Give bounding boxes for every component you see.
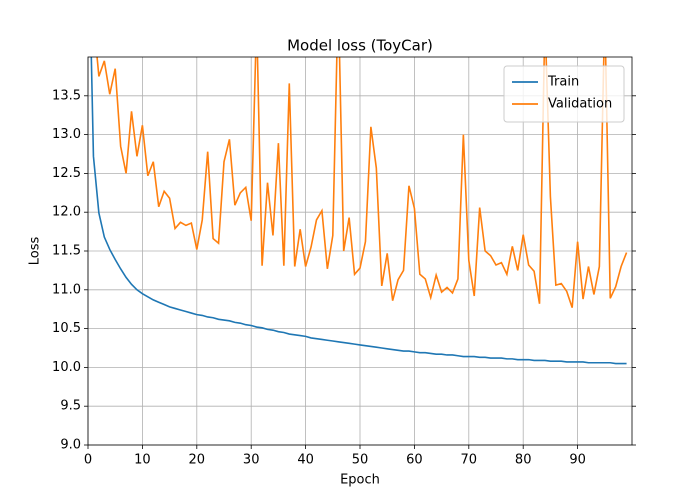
y-tick-label: 10.0 — [52, 360, 81, 375]
legend: Train Validation — [503, 65, 625, 123]
y-tick-label: 13.0 — [52, 127, 81, 142]
x-tick-label: 40 — [297, 453, 314, 468]
series-line — [96, 57, 628, 308]
chart-title: Model loss (ToyCar) — [287, 37, 433, 55]
y-axis-label: Loss — [28, 237, 43, 266]
x-tick-label: 30 — [243, 453, 260, 468]
x-tick-label: 10 — [134, 453, 151, 468]
y-tick-label: 13.5 — [52, 88, 81, 103]
x-tick-label: 60 — [406, 453, 423, 468]
x-tick-label: 20 — [189, 453, 206, 468]
x-tick-label: 80 — [515, 453, 532, 468]
x-tick-label: 50 — [352, 453, 369, 468]
y-tick-label: 9.5 — [60, 399, 81, 414]
x-axis-label: Epoch — [340, 473, 380, 488]
y-tick-label: 12.5 — [52, 166, 81, 181]
x-tick-label: 70 — [461, 453, 478, 468]
y-tick-label: 12.0 — [52, 205, 81, 220]
legend-label: Train — [547, 75, 579, 90]
y-tick-label: 11.0 — [52, 282, 81, 297]
series-line — [90, 57, 627, 365]
y-tick-label: 11.5 — [52, 244, 81, 259]
legend-label: Validation — [548, 97, 612, 112]
legend-box — [503, 65, 625, 123]
axes-frame — [87, 56, 633, 446]
x-tick-label: 90 — [569, 453, 586, 468]
x-tick-label: 0 — [84, 453, 92, 468]
y-tick-label: 9.0 — [60, 438, 81, 453]
plot-area — [90, 57, 628, 365]
y-tick-label: 10.5 — [52, 321, 81, 336]
